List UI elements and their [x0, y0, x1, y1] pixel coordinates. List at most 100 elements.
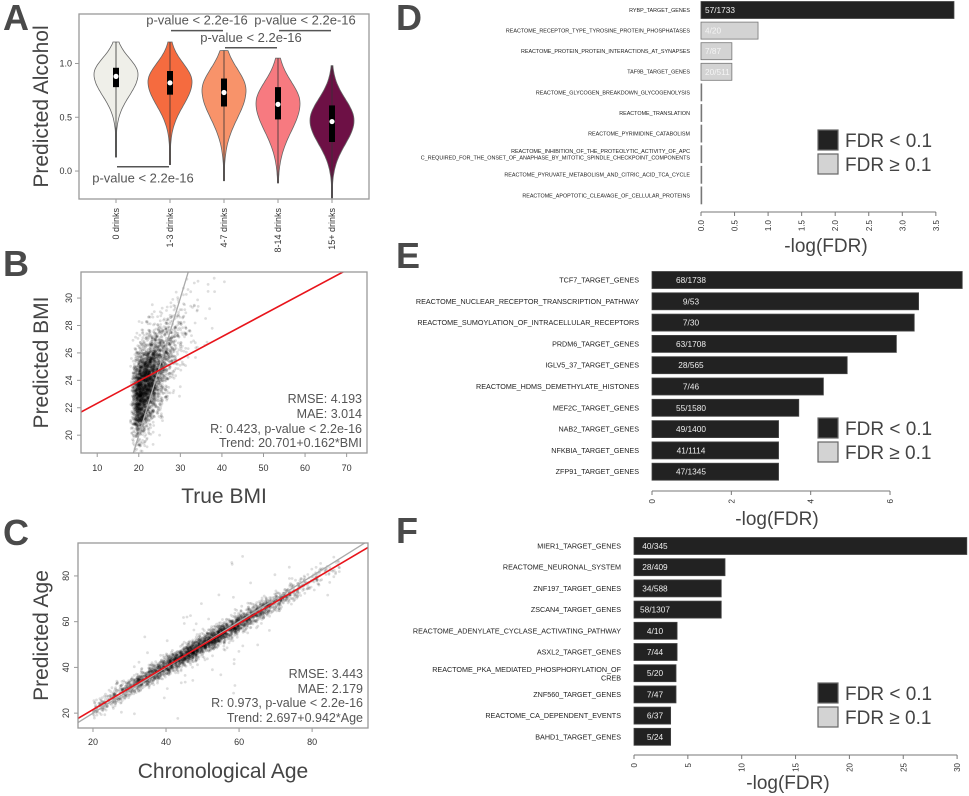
scatter-point [152, 356, 156, 360]
scatter-point [165, 639, 169, 643]
scatter-point [268, 614, 271, 618]
scatter-point [150, 380, 154, 383]
scatter-point [140, 386, 143, 389]
scatter-point [103, 713, 107, 717]
scatter-point [143, 382, 147, 385]
scatter-point [133, 358, 137, 362]
scatter-point [162, 696, 166, 700]
scatter-point [179, 347, 183, 350]
scatter-point [136, 354, 140, 358]
scatter-point [171, 298, 175, 301]
scatter-point [169, 316, 173, 320]
scatter-point [146, 379, 150, 382]
scatter-point [273, 573, 277, 577]
scatter-point [141, 394, 145, 398]
scatter-point [141, 346, 145, 350]
scatter-point [133, 373, 137, 376]
scatter-point [131, 410, 134, 414]
scatter-point [141, 400, 145, 404]
scatter-point [139, 395, 143, 398]
scatter-point [171, 355, 174, 358]
scatter-point [177, 348, 181, 352]
scatter-point [148, 378, 151, 382]
scatter-point [147, 368, 150, 372]
scatter-point [136, 428, 140, 432]
scatter-point [141, 388, 144, 392]
scatter-point [141, 433, 145, 436]
scatter-point [139, 403, 143, 406]
scatter-point [158, 310, 162, 314]
scatter-point [140, 397, 144, 400]
scatter-point [149, 401, 153, 404]
scatter-point [154, 368, 158, 372]
scatter-point [148, 362, 152, 366]
scatter-point [149, 381, 153, 385]
scatter-point [163, 396, 167, 399]
scatter-point [146, 377, 150, 381]
scatter-point [154, 385, 157, 388]
scatter-point [147, 411, 151, 415]
scatter-point [140, 380, 144, 384]
scatter-point [134, 395, 137, 398]
scatter-point [147, 315, 151, 319]
scatter-point [138, 395, 141, 399]
scatter-point [133, 402, 137, 406]
scatter-point [159, 356, 162, 360]
scatter-point [138, 359, 142, 363]
scatter-point [146, 396, 150, 399]
scatter-point [136, 419, 140, 423]
scatter-point [154, 354, 157, 358]
scatter-point [143, 406, 146, 410]
scatter-point [167, 355, 171, 359]
scatter-point [139, 400, 143, 403]
scatter-point [132, 674, 136, 677]
scatter-point [158, 381, 162, 385]
scatter-point [143, 428, 147, 432]
scatter-point [160, 330, 164, 334]
scatter-point [138, 418, 142, 422]
scatter-point [138, 402, 141, 406]
scatter-point [136, 358, 140, 362]
scatter-point [151, 374, 155, 378]
scatter-point [138, 389, 141, 393]
scatter-point [141, 386, 145, 390]
scatter-point [141, 404, 145, 407]
scatter-point [146, 365, 150, 368]
scatter-point [151, 353, 155, 356]
scatter-point [157, 331, 161, 334]
scatter-point [160, 339, 164, 342]
scatter-point [139, 383, 143, 386]
scatter-point [139, 398, 143, 402]
scatter-point [142, 381, 146, 384]
scatter-point [136, 415, 140, 418]
scatter-point [148, 383, 152, 387]
scatter-point [146, 378, 150, 382]
scatter-point [136, 418, 140, 421]
scatter-point [137, 414, 140, 418]
scatter-point [152, 364, 156, 368]
scatter-point [143, 398, 147, 401]
scatter-point [145, 399, 149, 403]
scatter-point [145, 335, 148, 339]
scatter-point [151, 364, 155, 368]
scatter-point [165, 309, 168, 312]
scatter-point [148, 370, 152, 374]
scatter-point [143, 364, 146, 368]
scatter-point [140, 361, 144, 365]
scatter-point [132, 386, 136, 390]
scatter-point [142, 399, 145, 402]
scatter-point [140, 399, 144, 403]
scatter-point [192, 339, 196, 343]
scatter-point [161, 373, 165, 377]
scatter-point [143, 363, 147, 366]
scatter-point [137, 371, 141, 375]
scatter-point [138, 372, 141, 376]
scatter-point [139, 366, 143, 370]
scatter-point [144, 395, 148, 398]
scatter-point [149, 343, 153, 347]
scatter-point [148, 342, 152, 346]
scatter-point [146, 350, 150, 354]
scatter-point [180, 344, 184, 348]
scatter-point [145, 360, 149, 363]
scatter-point [143, 392, 147, 395]
